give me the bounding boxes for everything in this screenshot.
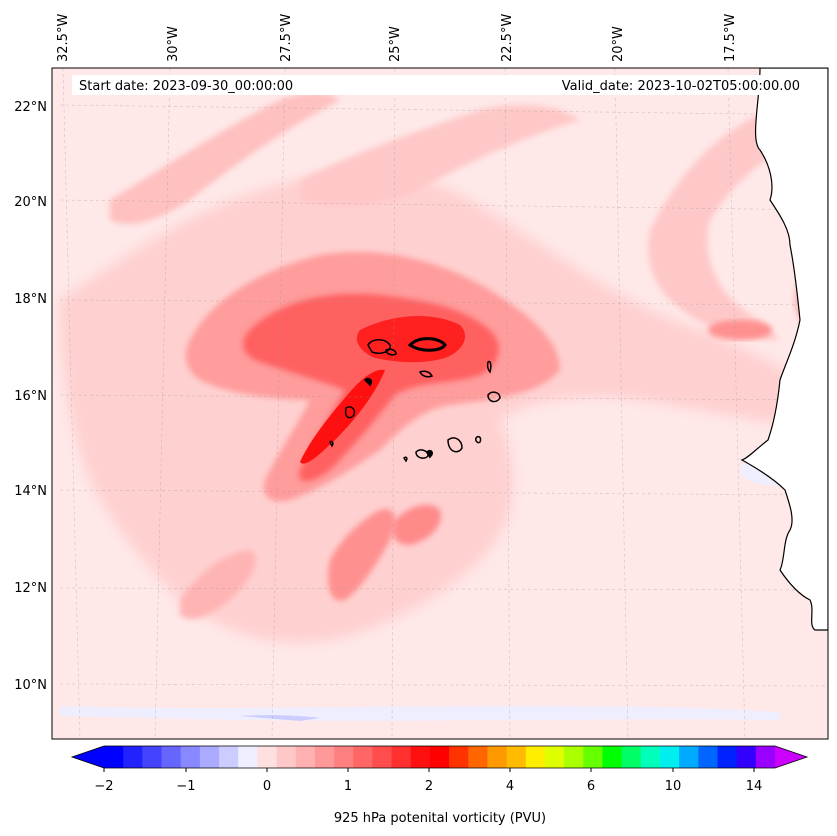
colorbar-swatch: [238, 746, 258, 768]
lat-label: 16°N: [14, 389, 47, 404]
colorbar-swatch: [276, 746, 297, 768]
colorbar-tick-label: 1: [344, 779, 352, 794]
colorbar-swatch: [429, 746, 450, 768]
pv-streak-south-3: [180, 550, 256, 619]
pv-streak-south-1: [328, 509, 396, 601]
colorbar-swatch: [123, 746, 143, 768]
lat-label: 20°N: [14, 195, 47, 210]
colorbar-swatch: [391, 746, 412, 768]
colorbar-swatch: [506, 746, 527, 768]
colorbar-swatch: [295, 746, 316, 768]
lat-label: 10°N: [14, 678, 47, 693]
colorbar-swatch: [544, 746, 565, 768]
colorbar-swatch: [621, 746, 642, 768]
colorbar-swatch: [449, 746, 469, 768]
colorbar-under-arrow: [72, 746, 104, 768]
cape-verde-islands: [329, 337, 501, 463]
colorbar-swatch: [736, 746, 757, 768]
colorbar-swatch: [314, 746, 335, 768]
pv-streak-south-2: [392, 504, 441, 545]
colorbar-swatch: [583, 746, 603, 768]
pv-negative-band-2: [240, 715, 320, 721]
colorbar-swatch: [755, 746, 776, 768]
colorbar-swatch: [525, 746, 546, 768]
lon-label: 22.5°W: [500, 14, 515, 62]
colorbar-swatch: [659, 746, 680, 768]
colorbar-swatch: [640, 746, 661, 768]
colorbar-tick-label: 4: [506, 779, 514, 794]
colorbar-swatch: [257, 746, 278, 768]
lon-label: 32.5°W: [56, 14, 71, 62]
lon-label: 25°W: [388, 26, 403, 62]
pv-arc-east: [648, 104, 828, 340]
colorbar-tick-label: 10: [665, 779, 682, 794]
colorbar-swatch: [353, 746, 373, 768]
graticule: [59, 68, 828, 739]
colorbar-tick-label: 6: [587, 779, 595, 794]
lat-labels: 22°N 20°N 18°N 16°N 14°N 12°N 10°N: [14, 100, 47, 693]
valid-date-label: Valid_date: 2023-10-02T05:00:00.00: [562, 79, 800, 94]
colorbar-swatch: [161, 746, 182, 768]
lat-label: 14°N: [14, 484, 47, 499]
colorbar-tick-label: 0: [263, 779, 271, 794]
pv-streak-sw: [300, 369, 385, 464]
lat-label: 18°N: [14, 292, 47, 307]
pv-streak-north: [110, 93, 340, 224]
lon-label: 27.5°W: [279, 14, 294, 62]
colorbar-label: 925 hPa potenital vorticity (PVU): [334, 811, 546, 826]
lat-label: 22°N: [14, 100, 47, 115]
colorbar-swatch: [602, 746, 623, 768]
colorbar-swatch: [698, 746, 718, 768]
lon-label: 30°W: [166, 26, 181, 62]
colorbar: −2 −1 0 1 2 4 6 10 14 925 hPa potenital …: [70, 745, 809, 826]
pv-blob-east: [708, 320, 772, 340]
colorbar-tick-label: 2: [425, 779, 433, 794]
date-banner: [72, 75, 807, 95]
lon-labels: 32.5°W 30°W 27.5°W 25°W 22.5°W 20°W 17.5…: [56, 14, 738, 62]
colorbar-swatch: [487, 746, 508, 768]
colorbar-swatch: [564, 746, 584, 768]
colorbar-tick-label: 14: [746, 779, 763, 794]
colorbar-tick-label: −2: [94, 779, 113, 794]
colorbar-swatch: [717, 746, 738, 768]
colorbar-swatch: [142, 746, 163, 768]
lat-label: 12°N: [14, 581, 47, 596]
colorbar-swatches: [104, 746, 776, 768]
map-frame: [51, 67, 829, 740]
colorbar-swatch: [104, 746, 124, 768]
map-panel: [52, 68, 828, 739]
pv-negative-band: [60, 706, 780, 721]
colorbar-swatch: [679, 746, 699, 768]
africa-land: [740, 68, 828, 631]
colorbar-tick-label: −1: [176, 779, 195, 794]
colorbar-swatch: [334, 746, 354, 768]
lon-label: 17.5°W: [723, 14, 738, 62]
colorbar-over-arrow: [775, 746, 807, 768]
colorbar-swatch: [372, 746, 393, 768]
colorbar-swatch: [468, 746, 488, 768]
colorbar-swatch: [410, 746, 431, 768]
lon-label: 20°W: [611, 26, 626, 62]
colorbar-swatch: [199, 746, 220, 768]
colorbar-swatch: [180, 746, 201, 768]
start-date-label: Start date: 2023-09-30_00:00:00: [79, 79, 293, 94]
pv-streak-north-2: [300, 104, 580, 207]
colorbar-ticks: [103, 768, 755, 772]
colorbar-swatch: [219, 746, 239, 768]
